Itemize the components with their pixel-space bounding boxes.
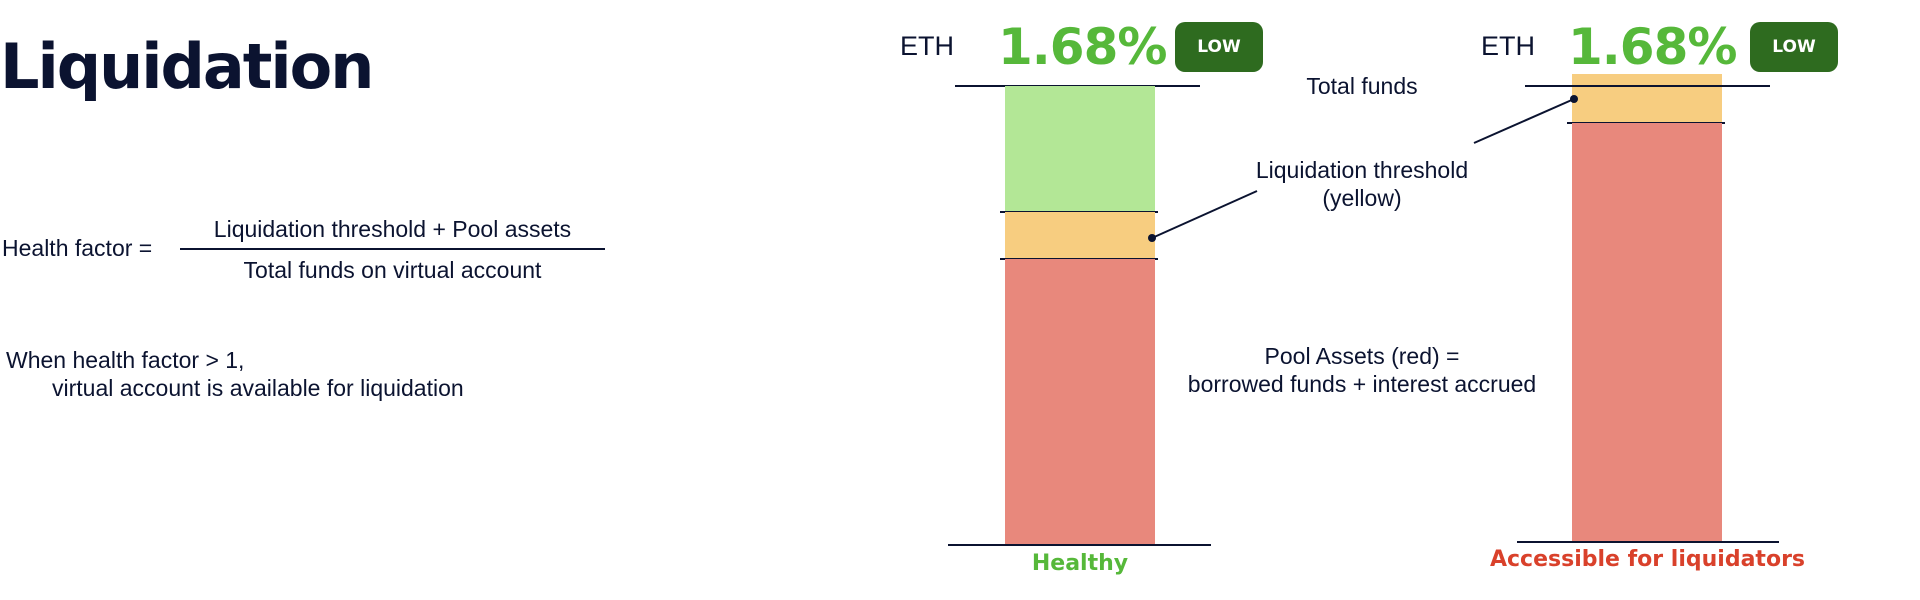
- risk-badge-liquidation: LOW: [1750, 22, 1838, 72]
- caption-healthy: Healthy: [1031, 551, 1129, 576]
- fraction-bar: [180, 248, 605, 250]
- pool-assets-label: Pool Assets (red) =: [1264, 343, 1460, 369]
- top-line-liquidation: [1525, 85, 1770, 87]
- liquidation-threshold-color-note: (yellow): [1322, 185, 1402, 211]
- page-title: Liquidation: [0, 30, 374, 103]
- risk-badge-healthy: LOW: [1175, 22, 1263, 72]
- baseline-liquidation: [1517, 541, 1779, 543]
- ticker-healthy: ETH: [900, 31, 954, 61]
- healthy-yellow-segment: [1005, 212, 1155, 259]
- baseline-healthy: [948, 544, 1211, 546]
- healthy-green-segment: [1005, 86, 1155, 212]
- rate-healthy: 1.68%: [998, 18, 1167, 76]
- formula-denominator: Total funds on virtual account: [243, 257, 542, 283]
- pool-assets-definition: borrowed funds + interest accrued: [1187, 371, 1537, 397]
- total-funds-label: Total funds: [1306, 73, 1418, 99]
- ticker-liquidation: ETH: [1481, 31, 1535, 61]
- healthy-red-segment: [1005, 259, 1155, 545]
- total-funds-connector-line: [1473, 98, 1575, 144]
- caption-liquidation: Accessible for liquidators: [1489, 547, 1806, 572]
- liquidation-red-segment: [1572, 123, 1722, 542]
- formula-numerator: Liquidation threshold + Pool assets: [213, 216, 572, 242]
- rate-liquidation: 1.68%: [1568, 18, 1737, 76]
- liquidation-condition-line-2: virtual account is available for liquida…: [52, 375, 464, 401]
- liquidation-condition-line-1: When health factor > 1,: [6, 347, 245, 373]
- health-factor-label: Health factor =: [2, 235, 153, 261]
- liquidation-yellow-segment: [1572, 74, 1722, 123]
- liquidation-threshold-label: Liquidation threshold: [1255, 157, 1469, 183]
